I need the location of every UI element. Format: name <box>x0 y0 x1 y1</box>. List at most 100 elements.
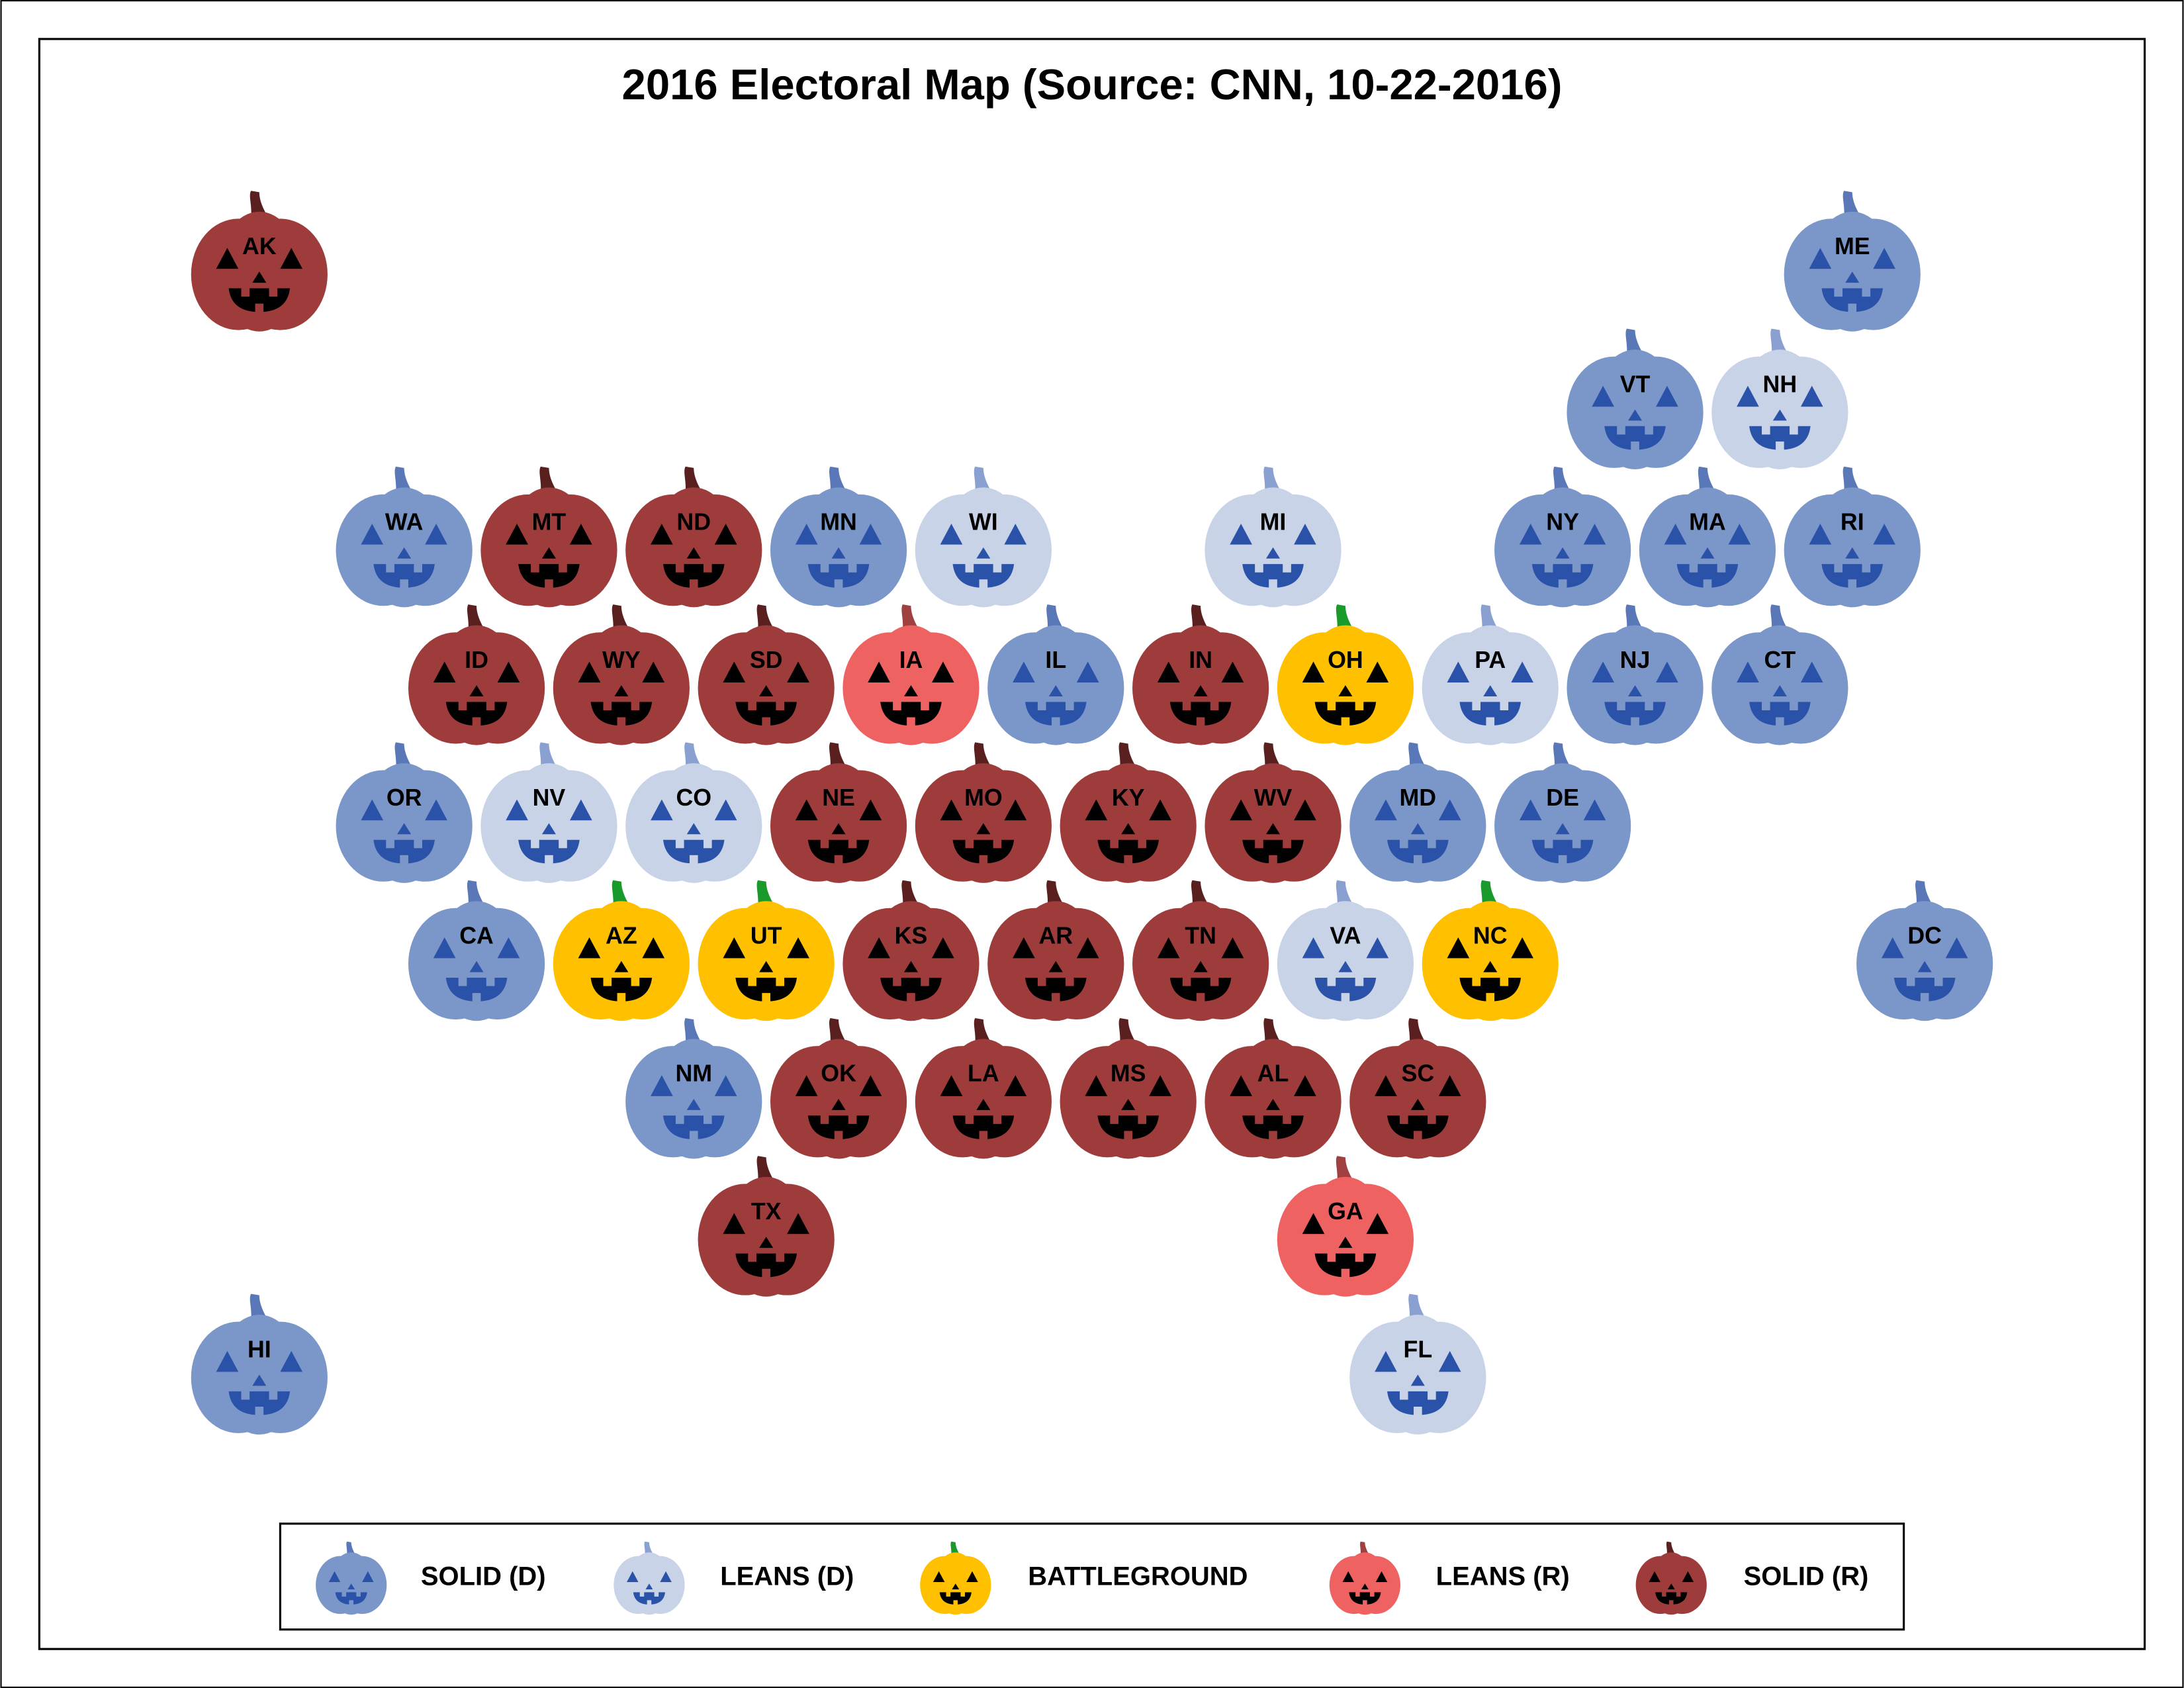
tooth <box>1544 563 1553 573</box>
tooth <box>1182 700 1191 711</box>
state-pumpkin <box>1856 880 1993 1021</box>
nose <box>1845 547 1860 559</box>
state-label: MT <box>532 509 567 536</box>
tooth <box>965 838 974 849</box>
state-label: IN <box>1189 647 1212 673</box>
state-label: NM <box>675 1060 712 1087</box>
tooth <box>559 563 567 573</box>
stem <box>1408 1017 1428 1047</box>
eye <box>932 937 954 959</box>
stem <box>974 742 993 771</box>
nose <box>252 1374 267 1386</box>
state-pumpkin <box>1784 466 1921 608</box>
stem <box>974 1017 993 1047</box>
pumpkin-body <box>1086 1039 1170 1159</box>
eye <box>506 799 528 821</box>
tooth <box>631 976 640 986</box>
tooth <box>960 1591 966 1597</box>
tooth <box>255 1407 264 1417</box>
nose <box>397 547 412 559</box>
nose <box>1193 685 1208 696</box>
stem <box>1770 328 1790 357</box>
nose <box>1338 1237 1353 1248</box>
stem <box>1915 880 1934 908</box>
tooth <box>993 1114 1002 1124</box>
eye <box>1375 1350 1397 1372</box>
state-label: CO <box>676 784 711 811</box>
eye <box>1592 385 1614 407</box>
state-pumpkin <box>1639 466 1776 608</box>
tooth <box>1689 563 1698 573</box>
tooth <box>979 1131 988 1141</box>
tooth <box>241 1389 250 1400</box>
eye <box>578 937 601 959</box>
tooth <box>1355 976 1364 986</box>
tooth <box>472 717 481 727</box>
state-label: RI <box>1841 509 1864 536</box>
eye <box>627 1571 639 1583</box>
state-pumpkin <box>987 880 1124 1021</box>
stem <box>612 604 631 633</box>
tooth <box>776 1252 785 1262</box>
eye <box>651 524 673 545</box>
state-label: MA <box>1689 509 1726 536</box>
tooth <box>1355 1591 1360 1597</box>
nose <box>1410 823 1425 835</box>
stem <box>974 466 993 494</box>
tooth <box>1269 855 1277 865</box>
tooth <box>1790 424 1798 435</box>
stem <box>829 1017 848 1047</box>
tooth <box>545 855 553 865</box>
eye <box>1519 799 1542 821</box>
state-label: CA <box>459 922 494 949</box>
eye <box>1592 661 1614 682</box>
tooth <box>1762 700 1770 711</box>
state-label: MO <box>964 784 1003 811</box>
tooth <box>545 579 553 589</box>
state-pumpkin <box>698 880 835 1021</box>
stem <box>250 1293 269 1322</box>
eye <box>1004 524 1027 545</box>
nose <box>1555 823 1570 835</box>
tooth <box>386 563 394 573</box>
nose <box>903 685 919 696</box>
tooth <box>1848 303 1857 314</box>
pumpkin-body <box>1738 625 1822 745</box>
eye <box>1511 661 1533 682</box>
eye <box>1221 937 1244 959</box>
tooth <box>269 287 278 297</box>
eye <box>660 1571 672 1583</box>
eye <box>1809 248 1832 269</box>
state-pumpkin <box>1132 604 1269 745</box>
state-pumpkin <box>553 880 690 1021</box>
state-pumpkin <box>1060 742 1197 883</box>
eye <box>280 248 303 269</box>
state-pumpkin <box>1349 1293 1486 1435</box>
eye <box>1447 661 1470 682</box>
tooth <box>1066 976 1074 986</box>
nose <box>1667 1583 1675 1589</box>
state-label: VA <box>1330 922 1361 949</box>
eye <box>642 661 665 682</box>
tooth <box>993 563 1002 573</box>
state-label: WI <box>969 509 998 536</box>
tooth <box>1717 563 1726 573</box>
eye <box>787 661 809 682</box>
tooth <box>1617 424 1625 435</box>
tooth <box>1428 1114 1436 1124</box>
eye <box>216 248 239 269</box>
state-label: TX <box>751 1198 782 1225</box>
eye <box>1664 524 1687 545</box>
eye <box>795 1075 818 1096</box>
state-label: MS <box>1111 1060 1146 1087</box>
state-label: AR <box>1038 922 1073 949</box>
tooth <box>647 1600 652 1606</box>
nose <box>1845 271 1860 283</box>
tooth <box>617 717 626 727</box>
nose <box>1700 547 1715 559</box>
stem <box>756 604 776 633</box>
tooth <box>1776 441 1784 451</box>
eye <box>1085 799 1108 821</box>
state-pumpkin <box>1205 1017 1342 1159</box>
state-pumpkin <box>408 880 545 1021</box>
